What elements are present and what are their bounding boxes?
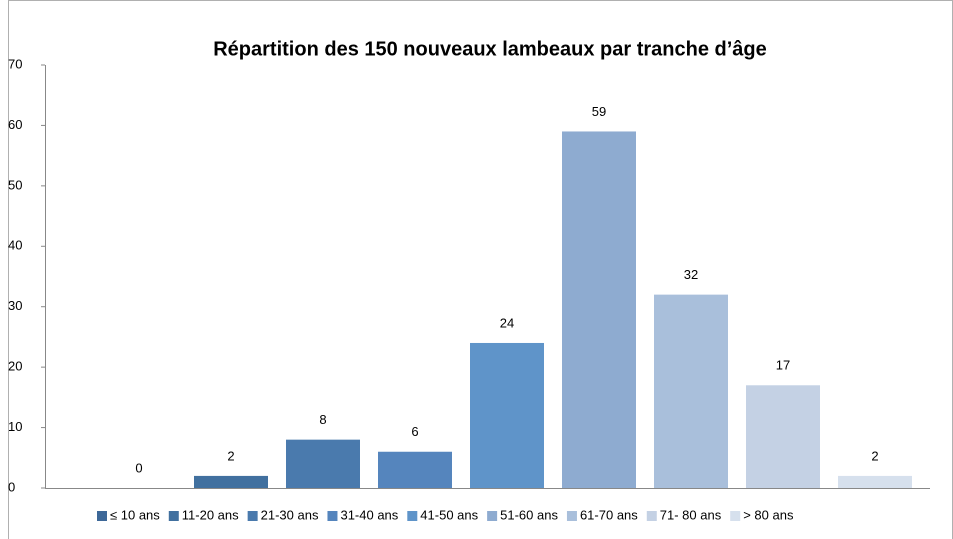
bar — [378, 451, 452, 488]
data-label: 2 — [871, 448, 878, 463]
bar — [838, 475, 912, 488]
legend-swatch — [407, 511, 418, 521]
data-label: 6 — [411, 424, 418, 439]
legend-label: 21-30 ans — [261, 507, 319, 522]
y-tick-label: 20 — [8, 359, 22, 374]
data-label: 24 — [500, 315, 514, 330]
legend-label: 61-70 ans — [580, 507, 638, 522]
data-label: 17 — [776, 358, 790, 373]
data-label: 2 — [227, 448, 234, 463]
data-label: 32 — [684, 267, 698, 282]
bar — [746, 385, 820, 488]
legend-swatch — [646, 511, 657, 521]
legend-swatch — [730, 511, 741, 521]
y-tick-label: 40 — [8, 238, 22, 253]
legend-label: 31-40 ans — [340, 507, 398, 522]
bar — [470, 342, 544, 488]
y-tick-label: 70 — [8, 56, 22, 71]
bar — [654, 294, 728, 488]
chart-title: Répartition des 150 nouveaux lambeaux pa… — [213, 38, 767, 60]
legend-swatch — [97, 511, 107, 521]
legend-label: ≤ 10 ans — [110, 507, 160, 522]
y-tick-label: 30 — [8, 298, 22, 313]
legend-label: 51-60 ans — [500, 507, 558, 522]
data-label: 59 — [592, 104, 606, 119]
legend-swatch — [327, 511, 338, 521]
bar — [286, 439, 360, 488]
y-tick-label: 50 — [8, 177, 22, 192]
bar — [194, 475, 268, 488]
bar — [562, 131, 636, 488]
legend-swatch — [487, 511, 498, 521]
legend-label: 71- 80 ans — [660, 507, 722, 522]
legend-label: 11-20 ans — [182, 507, 239, 522]
y-tick-label: 60 — [8, 117, 22, 132]
legend-swatch — [168, 511, 179, 521]
legend-label: > 80 ans — [743, 507, 794, 522]
data-label: 8 — [319, 412, 326, 427]
y-tick-label: 10 — [8, 419, 22, 434]
data-label: 0 — [135, 460, 142, 475]
legend-label: 41-50 ans — [420, 507, 478, 522]
legend-swatch — [247, 511, 258, 521]
legend-swatch — [566, 511, 577, 521]
y-tick-label: 0 — [8, 479, 15, 494]
